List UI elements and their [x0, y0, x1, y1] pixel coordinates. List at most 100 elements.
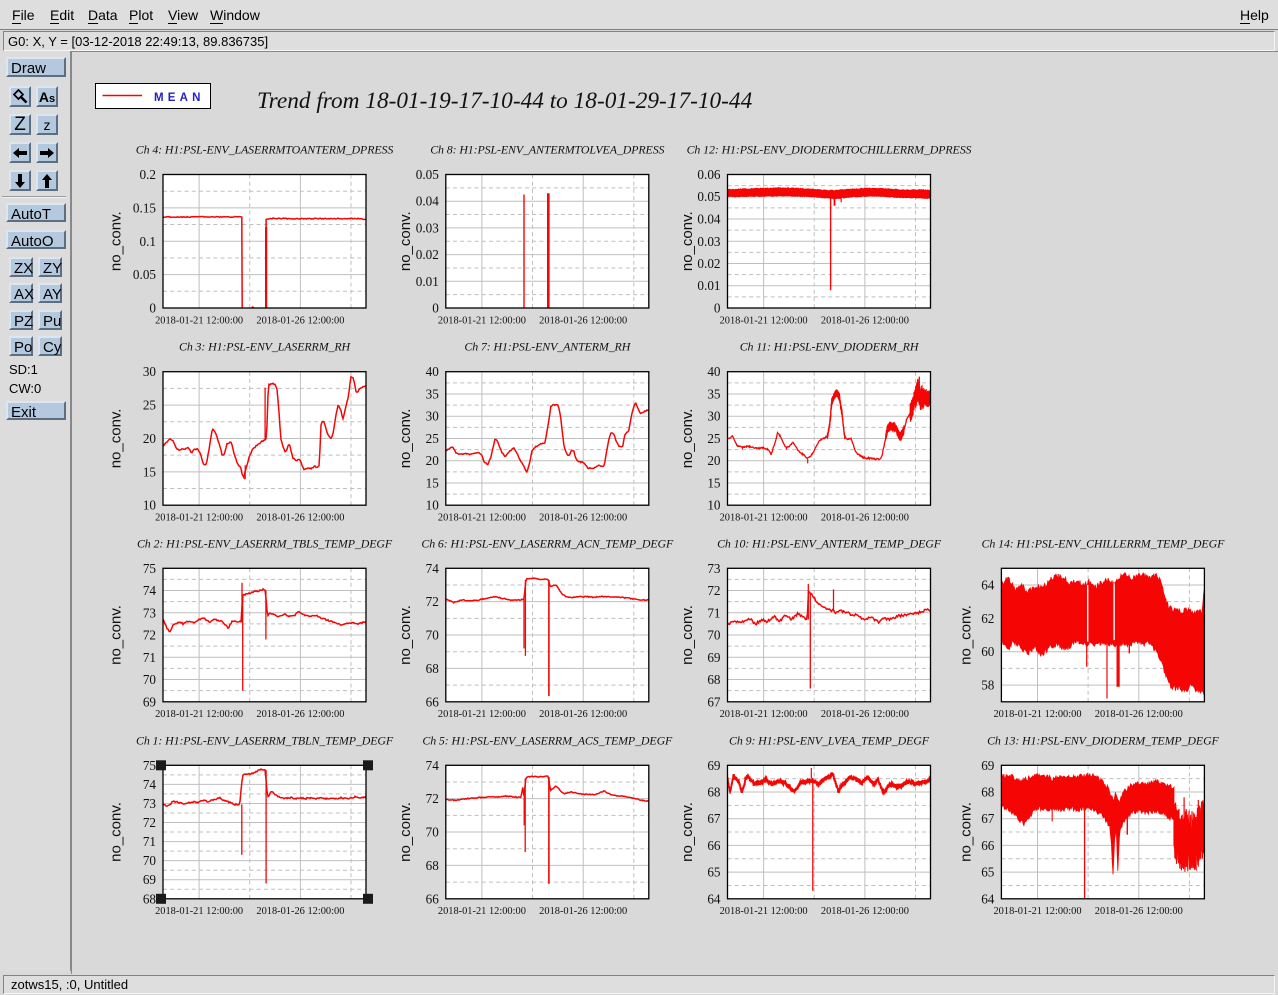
svg-text:70: 70 — [143, 853, 157, 868]
svg-text:0.01: 0.01 — [416, 274, 439, 289]
svg-text:30: 30 — [426, 409, 440, 424]
svg-text:no_conv.: no_conv. — [108, 802, 125, 862]
svg-text:no_conv.: no_conv. — [679, 211, 696, 271]
svg-text:60: 60 — [981, 644, 995, 659]
svg-text:2018-01-26 12:00:00: 2018-01-26 12:00:00 — [821, 315, 909, 326]
svg-text:0.03: 0.03 — [697, 234, 720, 249]
svg-text:72: 72 — [426, 594, 439, 609]
svg-text:15: 15 — [426, 475, 440, 490]
svg-text:66: 66 — [426, 891, 440, 906]
svg-text:2018-01-21 12:00:00: 2018-01-21 12:00:00 — [155, 513, 243, 524]
svg-text:2018-01-26 12:00:00: 2018-01-26 12:00:00 — [539, 513, 627, 524]
svg-text:Ch 7: H1:PSL-ENV_ANTERM_RH: Ch 7: H1:PSL-ENV_ANTERM_RH — [464, 340, 631, 354]
svg-text:75: 75 — [143, 758, 157, 773]
svg-text:no_conv.: no_conv. — [679, 605, 696, 665]
svg-text:Ch 12: H1:PSL-ENV_DIODERMTOCHI: Ch 12: H1:PSL-ENV_DIODERMTOCHILLERRM_DPR… — [687, 143, 972, 157]
svg-text:2018-01-26 12:00:00: 2018-01-26 12:00:00 — [256, 709, 344, 720]
svg-text:25: 25 — [426, 431, 440, 446]
svg-text:71: 71 — [707, 605, 720, 620]
svg-text:10: 10 — [426, 498, 440, 513]
svg-text:40: 40 — [426, 364, 440, 379]
svg-text:72: 72 — [426, 791, 439, 806]
svg-text:2018-01-21 12:00:00: 2018-01-21 12:00:00 — [438, 315, 526, 326]
svg-text:Ch 13: H1:PSL-ENV_DIODERM_TEMP: Ch 13: H1:PSL-ENV_DIODERM_TEMP_DEGF — [987, 733, 1219, 747]
svg-text:Ch 3: H1:PSL-ENV_LASERRM_RH: Ch 3: H1:PSL-ENV_LASERRM_RH — [179, 340, 352, 354]
svg-text:72: 72 — [143, 815, 156, 830]
svg-text:74: 74 — [143, 777, 157, 792]
svg-text:62: 62 — [981, 611, 994, 626]
svg-text:70: 70 — [426, 825, 440, 840]
svg-text:30: 30 — [707, 409, 721, 424]
svg-text:2018-01-26 12:00:00: 2018-01-26 12:00:00 — [821, 906, 909, 917]
svg-text:35: 35 — [707, 386, 721, 401]
svg-text:2018-01-21 12:00:00: 2018-01-21 12:00:00 — [720, 513, 808, 524]
svg-text:2018-01-26 12:00:00: 2018-01-26 12:00:00 — [821, 513, 909, 524]
svg-text:2018-01-21 12:00:00: 2018-01-21 12:00:00 — [438, 513, 526, 524]
svg-text:68: 68 — [143, 891, 157, 906]
svg-text:Ch 6: H1:PSL-ENV_LASERRM_ACN_T: Ch 6: H1:PSL-ENV_LASERRM_ACN_TEMP_DEGF — [421, 536, 674, 550]
svg-text:74: 74 — [426, 758, 440, 773]
svg-text:20: 20 — [707, 453, 721, 468]
svg-text:58: 58 — [981, 678, 995, 693]
svg-text:10: 10 — [143, 498, 157, 513]
svg-text:no_conv.: no_conv. — [679, 802, 696, 862]
svg-text:2018-01-21 12:00:00: 2018-01-21 12:00:00 — [993, 906, 1081, 917]
svg-text:2018-01-21 12:00:00: 2018-01-21 12:00:00 — [438, 709, 526, 720]
svg-text:0.02: 0.02 — [697, 256, 720, 271]
svg-text:67: 67 — [707, 694, 721, 709]
svg-text:68: 68 — [707, 785, 721, 800]
svg-text:Ch 9: H1:PSL-ENV_LVEA_TEMP_DEG: Ch 9: H1:PSL-ENV_LVEA_TEMP_DEGF — [729, 733, 930, 747]
svg-text:0.04: 0.04 — [697, 212, 720, 227]
svg-text:2018-01-21 12:00:00: 2018-01-21 12:00:00 — [155, 906, 243, 917]
svg-text:68: 68 — [707, 672, 721, 687]
svg-text:66: 66 — [707, 838, 721, 853]
svg-text:68: 68 — [426, 661, 440, 676]
svg-text:69: 69 — [981, 758, 995, 773]
svg-text:68: 68 — [981, 785, 995, 800]
svg-text:0.2: 0.2 — [140, 167, 156, 182]
svg-text:Trend from 18-01-19-17-10-44 t: Trend from 18-01-19-17-10-44 to 18-01-29… — [257, 88, 753, 114]
svg-text:2018-01-21 12:00:00: 2018-01-21 12:00:00 — [720, 315, 808, 326]
svg-text:2018-01-26 12:00:00: 2018-01-26 12:00:00 — [821, 709, 909, 720]
svg-text:15: 15 — [143, 464, 157, 479]
svg-text:Ch 14: H1:PSL-ENV_CHILLERRM_TE: Ch 14: H1:PSL-ENV_CHILLERRM_TEMP_DEGF — [982, 536, 1226, 550]
svg-text:69: 69 — [143, 872, 157, 887]
svg-text:20: 20 — [426, 453, 440, 468]
svg-text:no_conv.: no_conv. — [397, 211, 414, 271]
svg-text:2018-01-26 12:00:00: 2018-01-26 12:00:00 — [539, 906, 627, 917]
svg-text:2018-01-26 12:00:00: 2018-01-26 12:00:00 — [539, 315, 627, 326]
svg-text:73: 73 — [143, 605, 157, 620]
svg-text:40: 40 — [707, 364, 721, 379]
svg-text:66: 66 — [981, 838, 995, 853]
svg-text:2018-01-21 12:00:00: 2018-01-21 12:00:00 — [720, 906, 808, 917]
svg-text:66: 66 — [426, 694, 440, 709]
svg-text:68: 68 — [426, 858, 440, 873]
svg-text:70: 70 — [426, 628, 440, 643]
svg-text:0.05: 0.05 — [133, 267, 156, 282]
svg-text:69: 69 — [707, 758, 721, 773]
svg-text:Ch 11: H1:PSL-ENV_DIODERM_RH: Ch 11: H1:PSL-ENV_DIODERM_RH — [740, 340, 920, 354]
svg-text:72: 72 — [707, 583, 720, 598]
svg-text:Ch 2: H1:PSL-ENV_LASERRM_TBLS_: Ch 2: H1:PSL-ENV_LASERRM_TBLS_TEMP_DEGF — [137, 536, 393, 550]
svg-text:0.05: 0.05 — [416, 167, 439, 182]
svg-text:65: 65 — [707, 865, 721, 880]
svg-text:0: 0 — [714, 301, 721, 316]
svg-text:2018-01-26 12:00:00: 2018-01-26 12:00:00 — [539, 709, 627, 720]
svg-text:20: 20 — [143, 431, 157, 446]
svg-text:2018-01-21 12:00:00: 2018-01-21 12:00:00 — [155, 315, 243, 326]
svg-text:75: 75 — [143, 561, 157, 576]
svg-text:2018-01-26 12:00:00: 2018-01-26 12:00:00 — [256, 906, 344, 917]
svg-text:67: 67 — [707, 811, 721, 826]
svg-text:0: 0 — [149, 301, 156, 316]
svg-text:2018-01-26 12:00:00: 2018-01-26 12:00:00 — [256, 315, 344, 326]
svg-text:no_conv.: no_conv. — [397, 409, 414, 469]
svg-text:no_conv.: no_conv. — [679, 409, 696, 469]
svg-text:70: 70 — [707, 628, 721, 643]
svg-text:2018-01-21 12:00:00: 2018-01-21 12:00:00 — [720, 709, 808, 720]
svg-text:Ch 10: H1:PSL-ENV_ANTERM_TEMP_: Ch 10: H1:PSL-ENV_ANTERM_TEMP_DEGF — [717, 536, 942, 550]
svg-text:65: 65 — [981, 865, 995, 880]
svg-text:64: 64 — [981, 578, 995, 593]
svg-text:25: 25 — [707, 431, 721, 446]
svg-text:0.06: 0.06 — [697, 167, 720, 182]
svg-text:15: 15 — [707, 475, 721, 490]
